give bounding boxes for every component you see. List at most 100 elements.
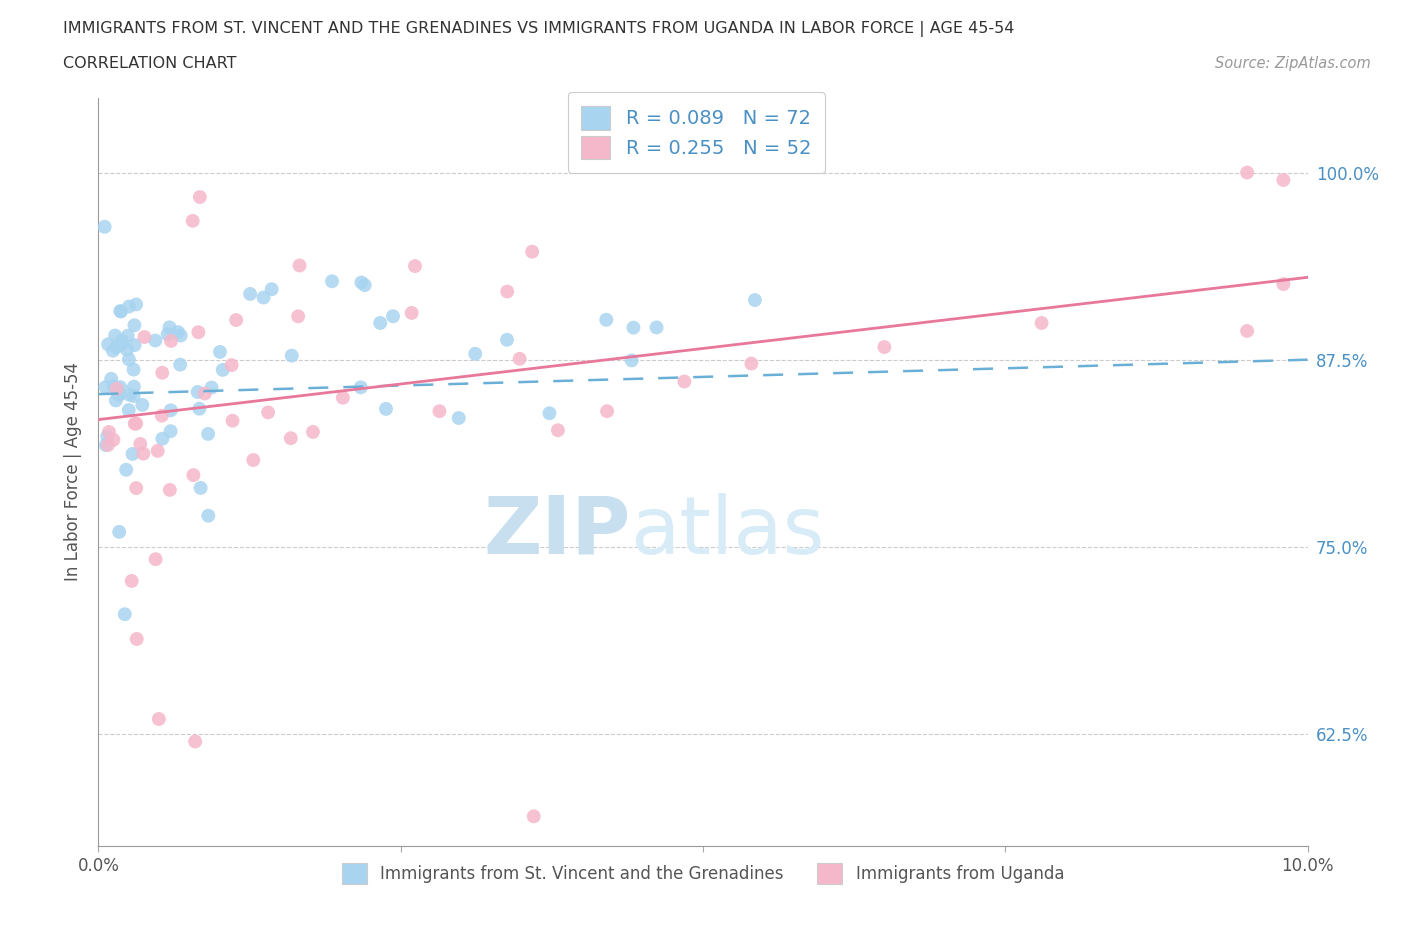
Legend: Immigrants from St. Vincent and the Grenadines, Immigrants from Uganda: Immigrants from St. Vincent and the Gren… [333,855,1073,892]
Point [302,424,325,439]
Point [280,348,302,363]
Point [288,259,311,273]
Point [595,312,617,327]
Point [108,388,131,403]
Text: atlas: atlas [630,493,825,571]
Point [183,468,205,483]
Point [118,299,141,314]
Point [623,320,645,335]
Point [125,297,148,312]
Point [740,356,762,371]
Point [1272,173,1295,188]
Point [260,282,283,297]
Point [159,320,181,335]
Point [110,338,132,352]
Point [159,483,181,498]
Point [190,481,212,496]
Point [108,525,131,539]
Point [100,371,122,386]
Point [496,284,519,299]
Point [110,303,132,318]
Point [110,333,132,348]
Point [1236,324,1258,339]
Point [287,309,309,324]
Point [523,809,546,824]
Point [257,405,280,419]
Point [125,416,148,431]
Point [401,305,423,320]
Point [429,404,451,418]
Point [150,408,173,423]
Point [114,606,136,621]
Point [167,325,190,339]
Point [148,711,170,726]
Point [239,286,262,301]
Point [187,325,209,339]
Point [156,326,179,341]
Point [118,403,141,418]
Point [93,219,115,234]
Point [150,432,173,446]
Text: Source: ZipAtlas.com: Source: ZipAtlas.com [1215,56,1371,71]
Point [211,363,233,378]
Point [125,481,148,496]
Point [208,344,231,359]
Point [97,337,120,352]
Point [103,379,125,393]
Y-axis label: In Labor Force | Age 45-54: In Labor Force | Age 45-54 [65,363,83,581]
Point [321,273,343,288]
Point [350,379,373,394]
Point [94,379,117,394]
Point [121,446,143,461]
Point [125,631,148,646]
Point [146,444,169,458]
Point [160,334,183,349]
Point [464,346,486,361]
Point [194,386,217,401]
Point [368,315,391,330]
Point [645,320,668,335]
Point [1236,166,1258,180]
Point [181,213,204,228]
Point [538,405,561,420]
Point [170,328,193,343]
Point [252,290,274,305]
Point [522,245,544,259]
Point [150,365,173,380]
Point [96,429,118,444]
Point [115,342,138,357]
Point [280,431,302,445]
Point [159,424,181,439]
Point [382,309,405,324]
Point [143,333,166,348]
Point [160,403,183,418]
Point [122,379,145,394]
Point [620,353,643,368]
Point [104,393,127,408]
Point [121,574,143,589]
Point [108,379,131,394]
Point [132,446,155,461]
Point [108,386,131,401]
Point [673,374,696,389]
Point [117,328,139,343]
Point [118,387,141,402]
Point [197,509,219,524]
Point [332,391,354,405]
Point [124,318,146,333]
Point [350,275,373,290]
Point [547,423,569,438]
Point [124,417,146,432]
Point [447,410,470,425]
Point [103,432,125,447]
Point [122,362,145,377]
Point [129,436,152,451]
Point [97,437,120,452]
Point [225,312,247,327]
Point [101,343,124,358]
Point [134,329,156,344]
Point [115,462,138,477]
Point [744,293,766,308]
Text: ZIP: ZIP [484,493,630,571]
Point [242,453,264,468]
